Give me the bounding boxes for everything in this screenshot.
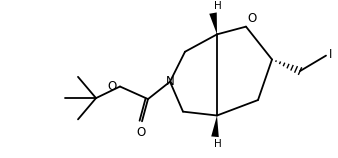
Text: N: N — [166, 75, 174, 88]
Text: H: H — [214, 1, 222, 11]
Text: I: I — [329, 48, 332, 61]
Polygon shape — [211, 115, 219, 137]
Text: O: O — [247, 12, 256, 25]
Polygon shape — [209, 12, 217, 34]
Text: O: O — [108, 80, 117, 93]
Text: O: O — [136, 126, 146, 139]
Text: H: H — [214, 139, 222, 149]
